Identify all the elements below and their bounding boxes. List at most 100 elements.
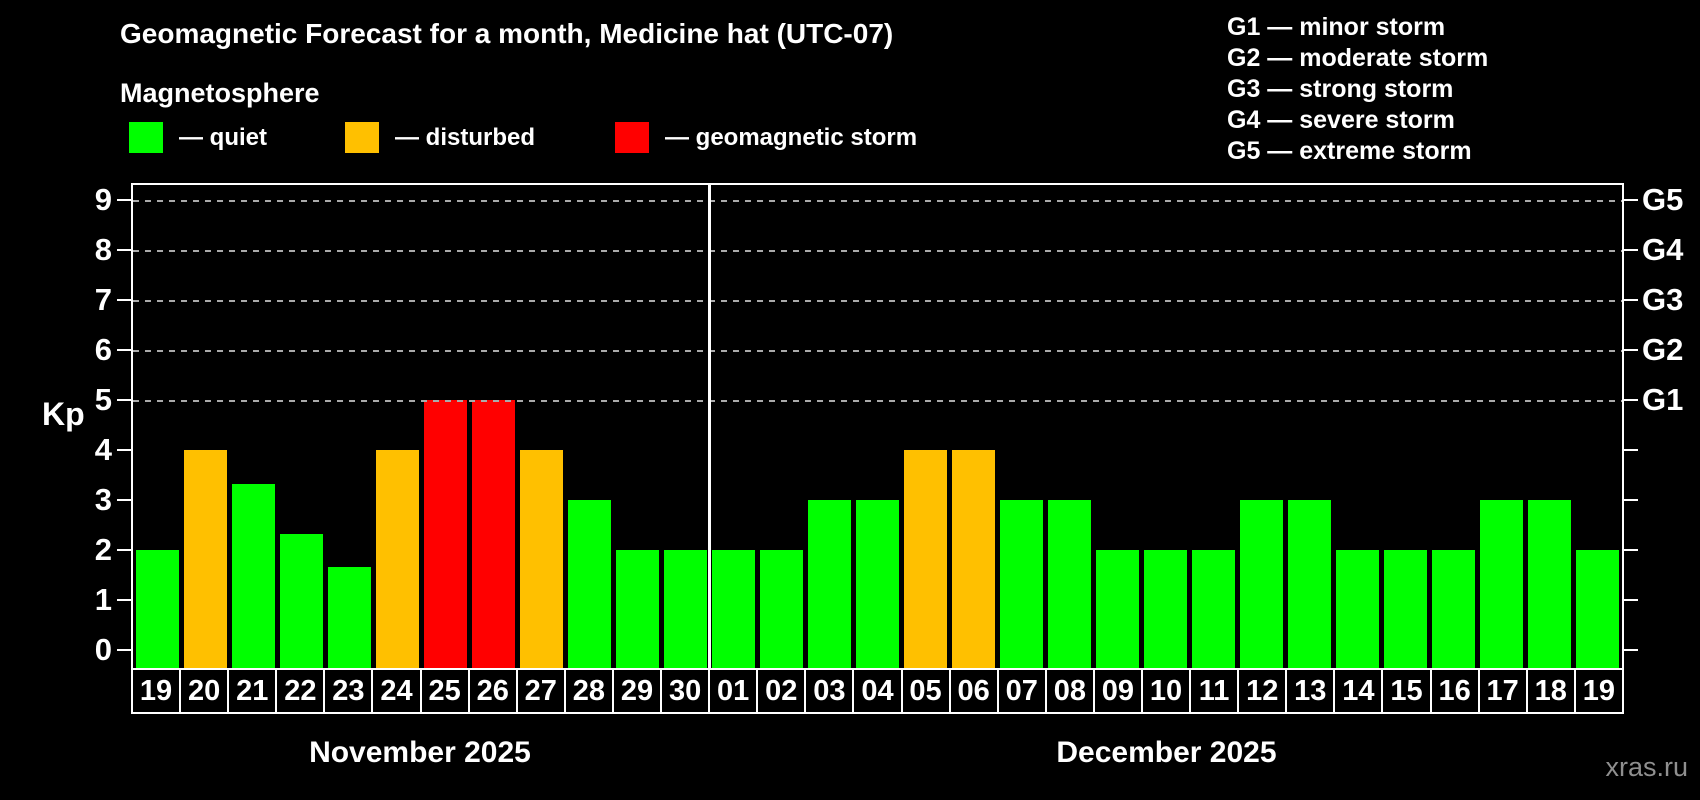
day-label: 25	[419, 668, 470, 714]
bar-slot	[373, 185, 421, 668]
day-label: 02	[756, 668, 807, 714]
g-scale-label: G2	[1642, 332, 1684, 367]
y-axis-tick-label: 6	[94, 332, 112, 367]
bar-slot	[1478, 185, 1526, 668]
bar-slot	[853, 185, 901, 668]
y-axis-tick	[117, 599, 131, 601]
kp-bar-18	[1528, 500, 1572, 668]
y-axis-tick	[117, 199, 131, 201]
kp-bar-24	[375, 450, 419, 668]
day-label: 13	[1285, 668, 1336, 714]
legend-swatch-storm	[615, 122, 649, 153]
g-legend-item: G3 — strong storm	[1227, 75, 1454, 103]
gridline-kp8	[133, 250, 1622, 252]
bar-slot	[613, 185, 661, 668]
y-axis-tick-label: 9	[94, 182, 112, 217]
bar-slot	[517, 185, 565, 668]
kp-bar-11	[1192, 550, 1236, 668]
kp-bar-02	[759, 550, 803, 668]
bar-slot	[1190, 185, 1238, 668]
day-label: 28	[563, 668, 614, 714]
kp-bar-06	[952, 450, 996, 668]
kp-bar-29	[615, 550, 659, 668]
day-label: 11	[1189, 668, 1240, 714]
kp-bar-19	[135, 550, 179, 668]
kp-bar-20	[183, 450, 227, 668]
y-axis-tick	[117, 549, 131, 551]
y-axis-tick-label: 2	[94, 532, 112, 567]
y-axis-tick	[117, 249, 131, 251]
g-legend-item: G4 — severe storm	[1227, 106, 1455, 134]
gridline-kp6	[133, 350, 1622, 352]
y-axis-tick-label: 3	[94, 482, 112, 517]
y-axis-tick	[117, 449, 131, 451]
bar-slot	[1286, 185, 1334, 668]
kp-bar-22	[279, 533, 323, 668]
bar-slot	[1430, 185, 1478, 668]
kp-bar-25	[423, 400, 467, 668]
legend-label-storm: — geomagnetic storm	[665, 123, 918, 151]
day-label: 10	[1140, 668, 1192, 714]
day-label: 20	[179, 668, 230, 714]
chart-subtitle: Magnetosphere	[120, 78, 320, 108]
kp-bar-19	[1576, 550, 1620, 668]
kp-bar-08	[1048, 500, 1092, 668]
g-axis-tick	[1624, 199, 1638, 201]
kp-bar-15	[1384, 550, 1428, 668]
day-label: 16	[1429, 668, 1480, 714]
legend-item-storm: — geomagnetic storm	[615, 121, 917, 154]
bar-slot	[1142, 185, 1190, 668]
kp-bar-12	[1240, 500, 1284, 668]
day-label: 19	[1573, 668, 1624, 714]
y-axis-tick	[117, 649, 131, 651]
y-axis-tick-label: 8	[94, 232, 112, 267]
y-axis-tick-label: 7	[94, 282, 112, 317]
day-label: 22	[275, 668, 326, 714]
kp-bar-01	[711, 550, 755, 668]
legend-label-quiet: — quiet	[179, 123, 267, 151]
y-axis-tick	[117, 499, 131, 501]
bar-slot	[421, 185, 469, 668]
bar-slot	[181, 185, 229, 668]
day-label: 01	[708, 668, 759, 714]
plot-area	[117, 183, 1638, 668]
month-label: December 2025	[1056, 736, 1277, 769]
watermark: xras.ru	[1605, 752, 1688, 782]
bar-slot	[277, 185, 325, 668]
bar-slot	[565, 185, 613, 668]
kp-bar-09	[1096, 550, 1140, 668]
g-axis-tick	[1624, 399, 1638, 401]
kp-bar-23	[327, 566, 371, 668]
day-label: 23	[323, 668, 374, 714]
day-label-row: 19 20 21 22 23 24 25 26 27 28 29 30 01 02 03 04 05 06 07 08…	[131, 668, 1624, 714]
day-label: 21	[227, 668, 278, 714]
bar-slot	[1334, 185, 1382, 668]
g-axis-tick	[1624, 649, 1638, 651]
bar-slot	[709, 185, 757, 668]
g-axis-tick	[1624, 599, 1638, 601]
g-axis-tick	[1624, 499, 1638, 501]
g-axis-tick	[1624, 549, 1638, 551]
g-legend-item: G5 — extreme storm	[1227, 137, 1472, 165]
legend-swatch-disturbed	[345, 122, 379, 153]
bars-container	[133, 185, 1622, 668]
bar-slot	[1238, 185, 1286, 668]
kp-bar-05	[904, 450, 948, 668]
bar-slot	[1046, 185, 1094, 668]
y-axis-tick	[117, 299, 131, 301]
bar-slot	[469, 185, 517, 668]
kp-bar-13	[1288, 500, 1332, 668]
bar-slot	[757, 185, 805, 668]
bar-slot	[950, 185, 998, 668]
y-axis-title: Kp	[42, 396, 85, 432]
legend-item-disturbed: — disturbed	[345, 121, 535, 154]
month-label: November 2025	[309, 736, 531, 769]
kp-bar-10	[1144, 550, 1188, 668]
day-label: 06	[948, 668, 999, 714]
bar-slot	[229, 185, 277, 668]
chart-title: Geomagnetic Forecast for a month, Medici…	[120, 18, 894, 49]
g-axis-tick	[1624, 349, 1638, 351]
kp-bar-07	[1000, 500, 1044, 668]
kp-bar-30	[663, 550, 707, 668]
